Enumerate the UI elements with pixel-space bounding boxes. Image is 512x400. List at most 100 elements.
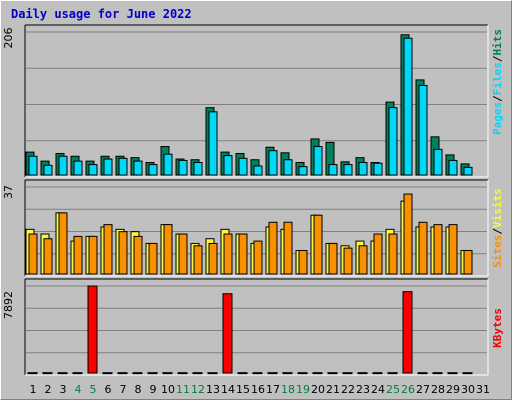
legend-hits: Pages/Files/Hits bbox=[491, 29, 504, 135]
bar-hits-files-day-8 bbox=[133, 160, 143, 176]
bar-visits-sites-day-29 bbox=[448, 224, 458, 275]
legend-item-kbytes: KBytes bbox=[491, 308, 504, 348]
x-tick-label-day-25: 25 bbox=[386, 383, 400, 396]
x-tick-label-day-6: 6 bbox=[105, 383, 112, 396]
bar-hits-files-day-25 bbox=[388, 107, 398, 176]
x-tick-label-day-14: 14 bbox=[221, 383, 235, 396]
legend-item-hits: Hits bbox=[491, 29, 504, 56]
bar-visits-sites-day-11 bbox=[178, 233, 188, 275]
bar-visits-sites-day-10 bbox=[163, 224, 173, 275]
bar-hits-files-day-15 bbox=[238, 157, 248, 176]
legend-item-pages: Pages bbox=[491, 102, 504, 135]
bar-visits-sites-day-9 bbox=[148, 242, 158, 275]
bar-visits-sites-day-8 bbox=[133, 235, 143, 275]
legend-visits: Sites/Visits bbox=[491, 188, 504, 268]
x-tick-label-day-23: 23 bbox=[356, 383, 370, 396]
bar-kbytes-kbytes-day-19 bbox=[297, 372, 308, 375]
bar-kbytes-kbytes-day-14 bbox=[222, 293, 233, 374]
x-tick-label-day-7: 7 bbox=[120, 383, 127, 396]
bar-hits-files-day-24 bbox=[373, 162, 383, 176]
x-tick-label-day-11: 11 bbox=[176, 383, 190, 396]
x-tick-label-day-1: 1 bbox=[30, 383, 37, 396]
bar-hits-files-day-2 bbox=[43, 164, 53, 176]
bar-hits-files-day-30 bbox=[463, 166, 473, 176]
bar-hits-files-day-6 bbox=[103, 158, 113, 176]
x-tick-label-day-3: 3 bbox=[60, 383, 67, 396]
x-tick-label-day-24: 24 bbox=[371, 383, 385, 396]
bar-kbytes-kbytes-day-11 bbox=[177, 372, 188, 375]
bar-hits-files-day-10 bbox=[163, 153, 173, 176]
x-tick-label-day-5: 5 bbox=[90, 383, 97, 396]
bar-hits-files-day-17 bbox=[268, 150, 278, 176]
x-tick-label-day-12: 12 bbox=[191, 383, 205, 396]
bar-kbytes-kbytes-day-6 bbox=[102, 372, 113, 375]
x-tick-label-day-19: 19 bbox=[296, 383, 310, 396]
bar-hits-files-day-27 bbox=[418, 84, 428, 176]
bar-hits-files-day-1 bbox=[28, 155, 38, 176]
bar-visits-sites-day-17 bbox=[268, 221, 278, 275]
bar-visits-sites-day-20 bbox=[313, 214, 323, 275]
bar-visits-sites-day-15 bbox=[238, 233, 248, 275]
x-tick-label-day-15: 15 bbox=[236, 383, 250, 396]
bar-visits-sites-day-26 bbox=[403, 193, 413, 275]
bar-visits-sites-day-30 bbox=[463, 249, 473, 275]
bar-kbytes-kbytes-day-24 bbox=[372, 372, 383, 375]
bar-kbytes-kbytes-day-1 bbox=[27, 372, 38, 375]
bar-kbytes-kbytes-day-2 bbox=[42, 372, 53, 375]
x-tick-label-day-26: 26 bbox=[401, 383, 415, 396]
y-max-label-hits: 206 bbox=[2, 28, 15, 49]
bar-hits-files-day-29 bbox=[448, 159, 458, 176]
x-tick-label-day-9: 9 bbox=[150, 383, 157, 396]
bar-visits-sites-day-14 bbox=[223, 233, 233, 275]
bar-hits-files-day-19 bbox=[298, 166, 308, 176]
bar-hits-files-day-22 bbox=[343, 164, 353, 176]
legend-separator: / bbox=[491, 95, 504, 102]
bar-hits-files-day-16 bbox=[253, 165, 263, 176]
bar-visits-sites-day-25 bbox=[388, 233, 398, 275]
x-tick-label-day-2: 2 bbox=[45, 383, 52, 396]
bar-kbytes-kbytes-day-20 bbox=[312, 372, 323, 375]
legend-separator: / bbox=[491, 55, 504, 62]
bar-visits-sites-day-12 bbox=[193, 245, 203, 275]
bar-hits-files-day-14 bbox=[223, 155, 233, 176]
bar-visits-sites-day-18 bbox=[283, 221, 293, 275]
bar-visits-sites-day-21 bbox=[328, 242, 338, 275]
bar-kbytes-kbytes-day-12 bbox=[192, 372, 203, 375]
bar-hits-files-day-26 bbox=[403, 37, 413, 176]
bar-kbytes-kbytes-day-10 bbox=[162, 372, 173, 375]
bar-kbytes-kbytes-day-26 bbox=[402, 291, 413, 374]
bar-visits-sites-day-1 bbox=[28, 233, 38, 275]
bar-visits-sites-day-19 bbox=[298, 249, 308, 275]
bar-kbytes-kbytes-day-13 bbox=[207, 372, 218, 375]
bar-visits-sites-day-16 bbox=[253, 240, 263, 275]
bar-hits-files-day-21 bbox=[328, 164, 338, 176]
bar-kbytes-kbytes-day-28 bbox=[432, 372, 443, 375]
bar-kbytes-kbytes-day-9 bbox=[147, 372, 158, 375]
bar-visits-sites-day-7 bbox=[118, 231, 128, 275]
x-tick-label-day-27: 27 bbox=[416, 383, 430, 396]
bar-kbytes-kbytes-day-4 bbox=[72, 372, 83, 375]
bar-visits-sites-day-24 bbox=[373, 233, 383, 275]
bar-kbytes-kbytes-day-30 bbox=[462, 372, 473, 375]
bar-kbytes-kbytes-day-15 bbox=[237, 372, 248, 375]
bar-hits-files-day-11 bbox=[178, 159, 188, 176]
x-tick-label-day-16: 16 bbox=[251, 383, 265, 396]
bar-hits-files-day-7 bbox=[118, 157, 128, 176]
x-tick-label-day-10: 10 bbox=[161, 383, 175, 396]
bar-visits-sites-day-4 bbox=[73, 235, 83, 275]
bar-hits-files-day-5 bbox=[88, 164, 98, 176]
legend-item-visits: Visits bbox=[491, 188, 504, 228]
bar-kbytes-kbytes-day-8 bbox=[132, 372, 143, 375]
x-tick-label-day-4: 4 bbox=[75, 383, 82, 396]
bar-hits-files-day-12 bbox=[193, 162, 203, 176]
bar-hits-files-day-28 bbox=[433, 148, 443, 176]
x-tick-label-day-17: 17 bbox=[266, 383, 280, 396]
legend-separator: / bbox=[491, 228, 504, 235]
bar-visits-sites-day-27 bbox=[418, 221, 428, 275]
bar-kbytes-kbytes-day-21 bbox=[327, 372, 338, 375]
bar-kbytes-kbytes-day-18 bbox=[282, 372, 293, 375]
x-tick-label-day-20: 20 bbox=[311, 383, 325, 396]
bar-visits-sites-day-3 bbox=[58, 212, 68, 275]
bar-hits-files-day-3 bbox=[58, 155, 68, 176]
